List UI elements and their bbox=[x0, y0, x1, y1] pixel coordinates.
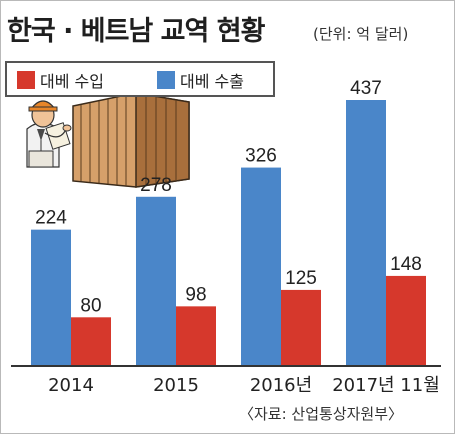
import-value-label-2: 125 bbox=[285, 268, 317, 289]
import-bar-1 bbox=[176, 306, 216, 366]
export-value-label-1: 278 bbox=[140, 175, 172, 196]
import-value-label-1: 98 bbox=[185, 284, 206, 305]
import-bar-3 bbox=[386, 275, 426, 366]
import-bar-2 bbox=[281, 289, 321, 366]
legend: 대베 수입 대베 수출 bbox=[5, 61, 275, 97]
legend-label-export: 대베 수출 bbox=[180, 72, 244, 91]
category-label-2: 2016년 bbox=[250, 375, 312, 396]
export-bar-0 bbox=[31, 229, 71, 366]
legend-item-export: 대베 수출 bbox=[157, 70, 244, 91]
category-label-1: 2015 bbox=[153, 375, 199, 396]
legend-item-import: 대베 수입 bbox=[17, 70, 104, 91]
export-bar-1 bbox=[136, 196, 176, 366]
export-value-label-2: 326 bbox=[245, 146, 277, 167]
export-bar-2 bbox=[241, 167, 281, 366]
legend-swatch-export bbox=[157, 71, 175, 89]
category-label-0: 2014 bbox=[48, 375, 94, 396]
category-label-3: 2017년 11월 bbox=[332, 375, 440, 396]
chart-title: 한국 · 베트남 교역 현황 bbox=[7, 16, 265, 47]
source-note: 〈자료: 산업통상자원부〉 bbox=[239, 405, 404, 423]
legend-label-import: 대베 수입 bbox=[40, 72, 104, 91]
import-value-label-3: 148 bbox=[390, 254, 422, 275]
export-bar-3 bbox=[346, 100, 386, 366]
import-value-label-0: 80 bbox=[80, 295, 101, 316]
legend-swatch-import bbox=[17, 71, 35, 89]
import-bar-0 bbox=[71, 317, 111, 366]
export-value-label-3: 437 bbox=[350, 78, 382, 99]
export-value-label-0: 224 bbox=[35, 208, 67, 229]
worker-with-container-illustration bbox=[26, 92, 190, 188]
unit-label: (단위: 억 달러) bbox=[313, 25, 409, 43]
